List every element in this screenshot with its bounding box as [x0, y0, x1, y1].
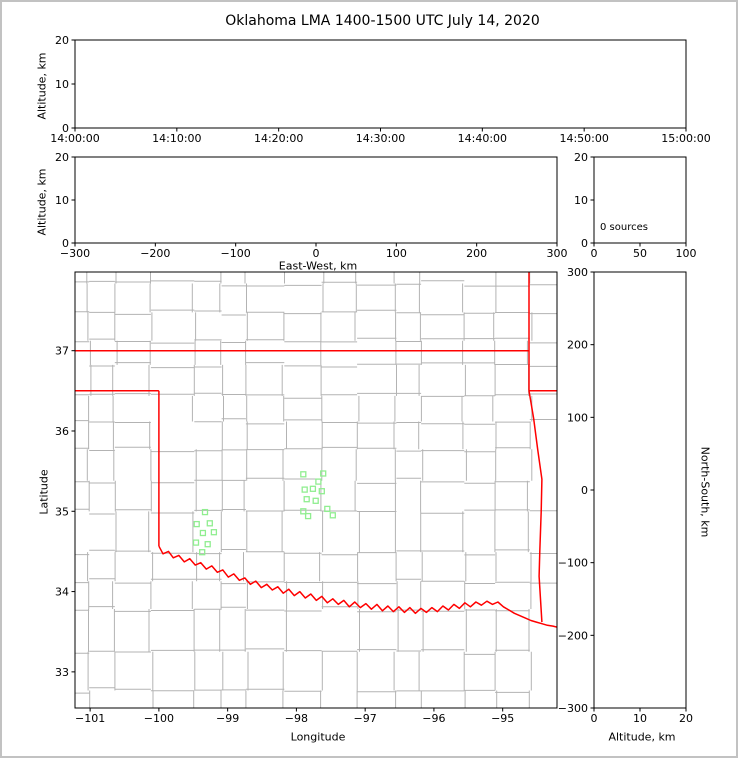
time-height-ylabel: Altitude, km	[35, 52, 49, 120]
lma-station-marker	[329, 512, 336, 519]
y-tick-label: 100	[567, 411, 588, 424]
y-tick-label: 0	[581, 484, 588, 497]
y-tick-label: 200	[567, 339, 588, 352]
lma-station-marker	[192, 539, 200, 546]
panel-background	[594, 157, 686, 243]
y-tick-label: 0	[581, 237, 588, 250]
lma-station-marker	[199, 549, 206, 556]
panel-map: −101 −100 −99 −98 −97 −96 −95 33 34 35 36 37	[55, 271, 558, 725]
panel-background	[75, 40, 686, 128]
panel-ns-height: 0 10 20 −300 −200 −100 0 100 200 300	[558, 266, 693, 725]
x-tick-label: 14:00:00	[50, 132, 99, 145]
ew-height-ylabel: Altitude, km	[35, 168, 49, 236]
map-xlabel: Longitude	[290, 730, 346, 744]
lma-station-marker	[312, 497, 319, 504]
x-tick-label: 14:20:00	[254, 132, 303, 145]
lma-station-marker	[210, 529, 218, 536]
state-border-line	[158, 545, 557, 628]
lma-station-marker	[199, 529, 207, 537]
x-tick-label: 14:30:00	[356, 132, 405, 145]
x-tick-label: −95	[491, 712, 514, 725]
x-tick-label: 20	[679, 712, 693, 725]
lma-station-marker	[206, 520, 213, 527]
y-tick-label: 0	[62, 122, 69, 135]
ew-height-xlabel: East-West, km	[278, 259, 358, 273]
x-tick-label: −100	[144, 712, 174, 725]
x-tick-label: −99	[216, 712, 239, 725]
lma-station-marker	[320, 470, 327, 477]
map-ylabel: Latitude	[37, 469, 51, 515]
y-tick-label: 36	[55, 425, 69, 438]
y-tick-label: 10	[55, 194, 69, 207]
lma-station-marker	[318, 488, 325, 495]
lma-station-marker	[193, 520, 200, 528]
y-tick-label: 35	[55, 505, 69, 518]
x-tick-label: 14:40:00	[458, 132, 507, 145]
lma-station-marker	[300, 471, 307, 478]
panel-alt-histogram: 0 50 100 0 10 20 0 sources	[574, 151, 697, 260]
x-tick-label: 100	[676, 247, 697, 260]
lma-station-marker	[304, 512, 312, 520]
y-tick-label: 300	[567, 266, 588, 279]
x-tick-label: 0	[313, 247, 320, 260]
panel-background	[594, 272, 686, 708]
y-tick-label: 20	[55, 151, 69, 164]
y-tick-label: 37	[55, 345, 69, 358]
y-tick-label: 0	[62, 237, 69, 250]
x-tick-label: −300	[60, 247, 90, 260]
x-tick-label: 0	[591, 712, 598, 725]
lma-station-marker	[204, 541, 211, 548]
y-tick-label: 10	[55, 78, 69, 91]
county-borders	[75, 272, 557, 708]
lma-station-marker	[300, 508, 307, 515]
lma-station-marker	[309, 485, 317, 492]
y-tick-label: 34	[55, 586, 69, 599]
lma-station-marker	[303, 496, 310, 503]
panel-background	[75, 157, 557, 243]
figure-title: Oklahoma LMA 1400-1500 UTC July 14, 2020	[225, 13, 540, 29]
lma-station-marker	[324, 505, 331, 513]
x-tick-label: −96	[422, 712, 445, 725]
map-content	[75, 272, 557, 708]
x-tick-label: −200	[140, 247, 170, 260]
state-border-line	[528, 390, 543, 623]
panel-axes-frame	[74, 271, 558, 709]
x-tick-label: 100	[386, 247, 407, 260]
y-tick-label: 10	[574, 194, 588, 207]
x-tick-label: 10	[633, 712, 647, 725]
y-tick-label: −300	[558, 702, 588, 715]
x-tick-label: −98	[285, 712, 308, 725]
y-tick-label: 20	[55, 34, 69, 47]
x-tick-label: −97	[354, 712, 377, 725]
y-tick-label: −100	[558, 557, 588, 570]
x-tick-label: −100	[221, 247, 251, 260]
x-tick-label: 15:00:00	[661, 132, 710, 145]
x-tick-label: 0	[591, 247, 598, 260]
x-tick-label: 300	[547, 247, 568, 260]
y-tick-label: 33	[55, 666, 69, 679]
ns-height-ylabel-right: North-South, km	[698, 446, 712, 538]
y-tick-label: 20	[574, 151, 588, 164]
panel-time-height: 14:00:00 14:10:00 14:20:00 14:30:00 14:40:00…	[50, 34, 710, 145]
y-tick-label: −200	[558, 629, 588, 642]
x-tick-label: 200	[466, 247, 487, 260]
lma-station-marker	[201, 508, 209, 516]
x-tick-label: 50	[633, 247, 647, 260]
lma-station-marker	[301, 486, 308, 493]
panel-ew-height: −300 −200 −100 0 100 200 300 0 10 20	[55, 151, 568, 260]
sources-count-annotation: 0 sources	[600, 222, 648, 233]
x-tick-label: 14:10:00	[152, 132, 201, 145]
ns-height-xlabel: Altitude, km	[608, 730, 676, 744]
x-tick-label: −101	[75, 712, 105, 725]
x-tick-label: 14:50:00	[559, 132, 608, 145]
lma-station-marker	[315, 478, 322, 485]
